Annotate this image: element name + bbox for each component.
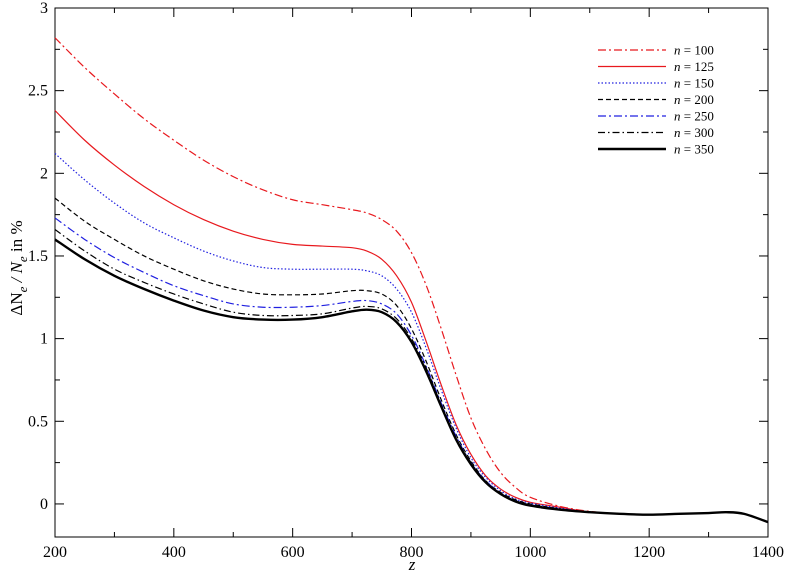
x-tick-label: 1000 xyxy=(514,544,546,561)
y-tick-label: 1.5 xyxy=(28,248,48,265)
x-tick-label: 1200 xyxy=(633,544,665,561)
x-tick-label: 200 xyxy=(43,544,67,561)
legend-label-n350: n = 350 xyxy=(674,142,714,157)
series-line-n350 xyxy=(54,238,769,524)
y-axis-title-unit: in % xyxy=(7,220,26,256)
y-axis-title-slash: / N xyxy=(7,260,26,286)
x-tick-label: 600 xyxy=(281,544,305,561)
legend-label-n150: n = 150 xyxy=(674,76,714,91)
y-tick-label: 3 xyxy=(40,0,48,17)
axis-ticks: 200 400 600 800 1000 1200 1400 0 0.5 1 1.5 2 2.5 3 xyxy=(28,0,784,561)
y-axis-title-sub-2: e xyxy=(15,256,30,262)
y-tick-label: 2.5 xyxy=(28,83,48,100)
y-tick-label: 1 xyxy=(40,331,48,348)
x-tick-label: 400 xyxy=(162,544,186,561)
legend-label-n250: n = 250 xyxy=(674,109,714,124)
y-tick-label: 0.5 xyxy=(28,413,48,430)
legend-label-n100: n = 100 xyxy=(674,43,714,58)
y-tick-label: 2 xyxy=(40,165,48,182)
y-tick-label: 0 xyxy=(40,496,48,513)
series-line-n300 xyxy=(54,229,769,523)
legend-label-n300: n = 300 xyxy=(674,125,714,140)
x-tick-label: 1400 xyxy=(752,544,784,561)
series-layer xyxy=(54,37,769,524)
y-axis-title: ΔNe / Ne in % xyxy=(7,220,30,315)
plot-area xyxy=(54,7,769,538)
y-axis-title-sub-1: e xyxy=(15,286,30,292)
legend-label-n200: n = 200 xyxy=(674,92,714,107)
y-axis-title-delta: ΔN xyxy=(7,292,26,315)
legend-label-n125: n = 125 xyxy=(674,59,714,74)
x-tick-label: 800 xyxy=(400,544,424,561)
x-axis-title: z xyxy=(408,555,416,574)
